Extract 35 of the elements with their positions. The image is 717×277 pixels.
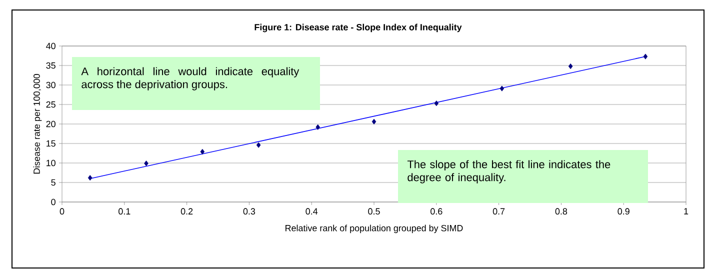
y-tick-label: 5	[51, 179, 56, 186]
annotation: The slope of the best fit line indicates the degree of inequality.	[407, 160, 610, 184]
x-tick-label: 0.6	[430, 208, 442, 215]
x-tick-label: 0.1	[118, 208, 130, 215]
point	[500, 86, 504, 92]
point	[372, 118, 376, 124]
point	[88, 175, 92, 181]
x-tick-label: 0.4	[306, 208, 318, 215]
point	[568, 63, 573, 70]
x-tick-label: 0.8	[555, 208, 568, 215]
x-tick-label: 1	[684, 208, 688, 214]
chart-title: Figure 1: Disease rate - Slope Index of Inequality	[254, 24, 462, 32]
x-axis-title: Relative rank of population grouped by SIMD	[286, 224, 463, 234]
point	[316, 124, 320, 130]
point	[434, 100, 439, 106]
y-tick-label: 40	[46, 42, 56, 50]
annotation: A horizontal line would indicate equality across the deprivation groups.	[81, 67, 300, 90]
y-axis-title: Disease rate per 100,000	[33, 74, 42, 174]
point	[200, 148, 205, 154]
y-tick-label: 10	[46, 160, 56, 166]
y-tick-label: 30	[46, 82, 56, 88]
point	[643, 54, 648, 60]
x-tick-label: 0	[60, 208, 64, 215]
y-tick-label: 35	[46, 62, 56, 69]
x-tick-label: 0.3	[243, 208, 256, 215]
y-tick-label: 25	[46, 101, 56, 108]
x-tick-label: 0.2	[180, 208, 193, 215]
point	[256, 142, 261, 148]
point	[144, 160, 148, 166]
x-tick-label: 0.9	[618, 208, 630, 215]
x-tick-label: 0.7	[492, 208, 505, 215]
y-tick-label: 20	[46, 120, 56, 128]
y-tick-label: 0	[51, 198, 56, 206]
y-tick-label: 15	[46, 140, 56, 147]
x-tick-label: 0.5	[368, 208, 380, 215]
